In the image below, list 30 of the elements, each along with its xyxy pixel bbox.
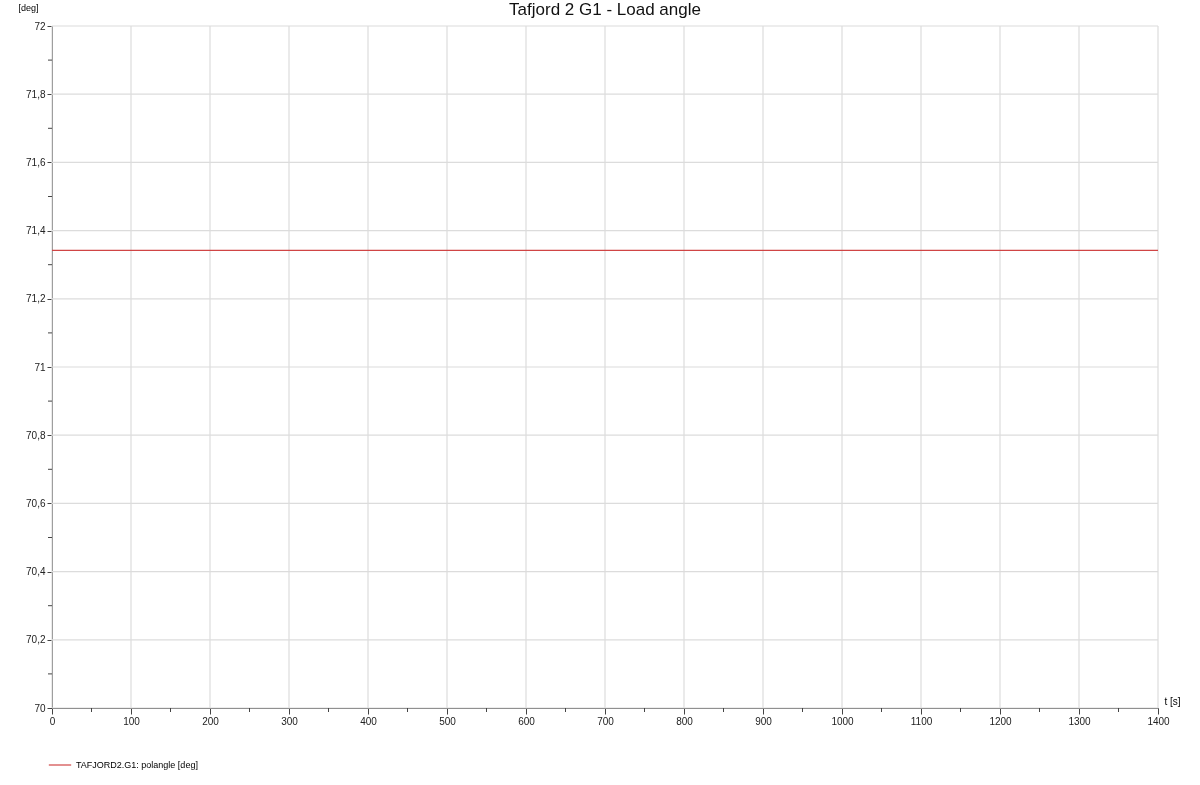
y-tick-label: 71,6 [26,156,46,168]
y-tick-label: 70 [34,702,46,714]
y-tick-label: 70,6 [26,497,46,509]
x-tick-label: 200 [202,715,220,727]
x-tick-label: 100 [123,715,141,727]
x-tick-label: 0 [49,715,56,727]
y-tick-label: 70,8 [26,429,46,441]
x-tick-label: 600 [518,715,536,727]
x-axis-title: t [s] [1164,695,1181,707]
y-tick-label: 70,4 [26,566,46,578]
legend-label: TAFJORD2.G1: polangle [deg] [76,760,198,770]
chart-title: Tafjord 2 G1 - Load angle [509,0,701,19]
y-tick-label: 70,2 [26,634,46,646]
x-tick-label: 800 [676,715,694,727]
x-tick-label: 1200 [989,715,1013,727]
x-tick-label: 1000 [831,715,855,727]
x-tick-label: 400 [360,715,378,727]
x-tick-label: 1400 [1147,715,1171,727]
x-tick-label: 1100 [910,715,933,727]
y-tick-label: 72 [34,20,46,32]
x-tick-label: 300 [281,715,299,727]
x-tick-label: 900 [755,715,773,727]
y-tick-label: 71 [34,361,46,373]
x-tick-label: 700 [597,715,615,727]
x-tick-label: 1300 [1068,715,1092,727]
y-axis-title: [deg] [18,2,39,13]
y-tick-label: 71,4 [26,225,46,237]
y-tick-label: 71,2 [26,293,46,305]
x-tick-label: 500 [439,715,457,727]
y-tick-label: 71,8 [26,88,46,100]
